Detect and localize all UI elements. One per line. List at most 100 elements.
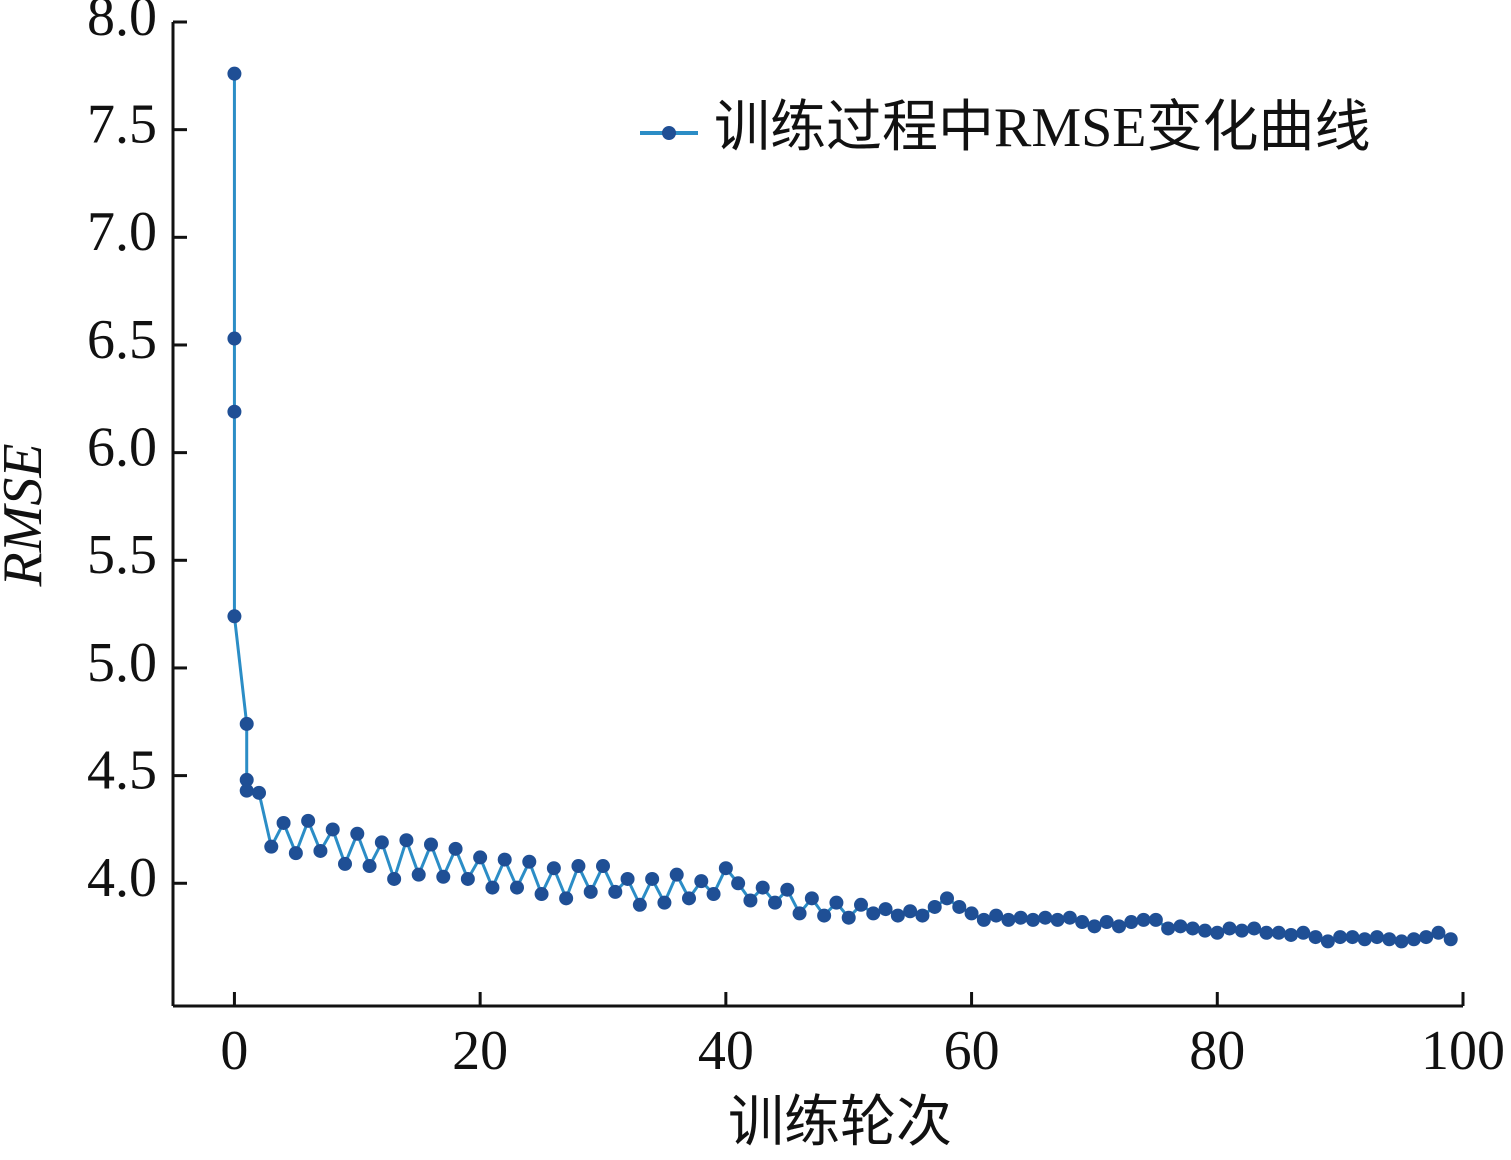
y-tick-label: 4.5 xyxy=(87,739,157,801)
x-axis-label: 训练轮次 xyxy=(728,1092,952,1154)
point xyxy=(940,891,954,906)
point xyxy=(1099,915,1114,930)
point xyxy=(1345,930,1360,945)
point xyxy=(682,891,696,906)
point xyxy=(1173,919,1188,934)
point xyxy=(559,891,574,906)
point xyxy=(522,854,537,869)
y-tick-label: 8.0 xyxy=(87,0,157,48)
point xyxy=(657,895,672,910)
y-tick-label: 5.0 xyxy=(87,632,157,694)
point xyxy=(301,813,316,828)
point xyxy=(1394,934,1409,949)
point xyxy=(1112,919,1126,934)
point xyxy=(866,906,881,921)
point xyxy=(1419,930,1434,945)
point xyxy=(829,895,844,910)
point xyxy=(460,871,475,886)
point xyxy=(1038,910,1053,925)
point xyxy=(411,867,426,882)
point xyxy=(436,869,451,884)
point xyxy=(1259,925,1274,940)
point xyxy=(989,908,1004,923)
point xyxy=(1026,912,1040,927)
point xyxy=(1050,912,1065,927)
point xyxy=(792,906,807,921)
point xyxy=(239,772,254,787)
point xyxy=(817,908,832,923)
point xyxy=(1357,932,1372,947)
legend-label: 训练过程中RMSE变化曲线 xyxy=(714,97,1371,159)
point xyxy=(1185,921,1200,936)
point xyxy=(399,833,414,848)
line xyxy=(232,73,1452,943)
y-tick-label: 6.0 xyxy=(87,416,157,478)
point xyxy=(903,904,918,919)
point xyxy=(1247,921,1262,936)
y-tick-label: 4.0 xyxy=(87,847,157,909)
point xyxy=(374,835,389,850)
point xyxy=(485,880,500,895)
point xyxy=(1234,923,1249,938)
point xyxy=(755,880,770,895)
point xyxy=(473,850,488,865)
point xyxy=(264,839,279,854)
point xyxy=(1406,932,1421,947)
point xyxy=(1075,915,1090,930)
x-tick-label: 80 xyxy=(1189,1020,1245,1082)
legend-marker xyxy=(662,126,676,140)
point xyxy=(239,716,254,731)
point xyxy=(645,871,660,886)
point xyxy=(854,897,868,912)
point xyxy=(227,404,242,419)
point xyxy=(350,826,365,841)
point xyxy=(1443,932,1458,947)
point xyxy=(927,899,942,914)
point xyxy=(227,609,242,624)
point xyxy=(915,908,930,923)
point xyxy=(1382,932,1397,947)
point xyxy=(1148,912,1163,927)
point xyxy=(1284,927,1298,942)
x-tick-label: 0 xyxy=(220,1020,248,1082)
y-tick-label: 5.5 xyxy=(87,524,157,586)
point xyxy=(964,906,979,921)
point xyxy=(1333,930,1348,945)
point xyxy=(1062,910,1077,925)
point xyxy=(694,874,709,889)
point xyxy=(1271,925,1286,940)
point xyxy=(546,861,561,876)
point xyxy=(338,856,352,871)
x-tick-label: 40 xyxy=(698,1020,754,1082)
point xyxy=(227,331,242,346)
y-tick-label: 7.0 xyxy=(87,201,157,263)
point xyxy=(387,871,402,886)
x-tick-label: 60 xyxy=(944,1020,1000,1082)
point xyxy=(1124,915,1139,930)
point xyxy=(952,899,967,914)
point xyxy=(362,859,377,874)
point xyxy=(890,908,905,923)
point xyxy=(669,867,684,882)
point xyxy=(780,882,795,897)
point xyxy=(731,876,746,891)
y-tick-label: 7.5 xyxy=(87,94,157,156)
point xyxy=(227,66,242,81)
point xyxy=(424,837,438,852)
point xyxy=(632,897,647,912)
point xyxy=(804,891,819,906)
point xyxy=(1222,921,1237,936)
point xyxy=(1087,919,1102,934)
point xyxy=(1013,910,1028,925)
point xyxy=(534,887,549,902)
point xyxy=(276,815,291,830)
point xyxy=(448,841,463,856)
point xyxy=(1198,923,1212,938)
point xyxy=(976,912,991,927)
point xyxy=(743,893,758,908)
point xyxy=(608,884,623,899)
x-tick-label: 20 xyxy=(452,1020,508,1082)
point xyxy=(1296,925,1311,940)
point xyxy=(1431,925,1446,940)
